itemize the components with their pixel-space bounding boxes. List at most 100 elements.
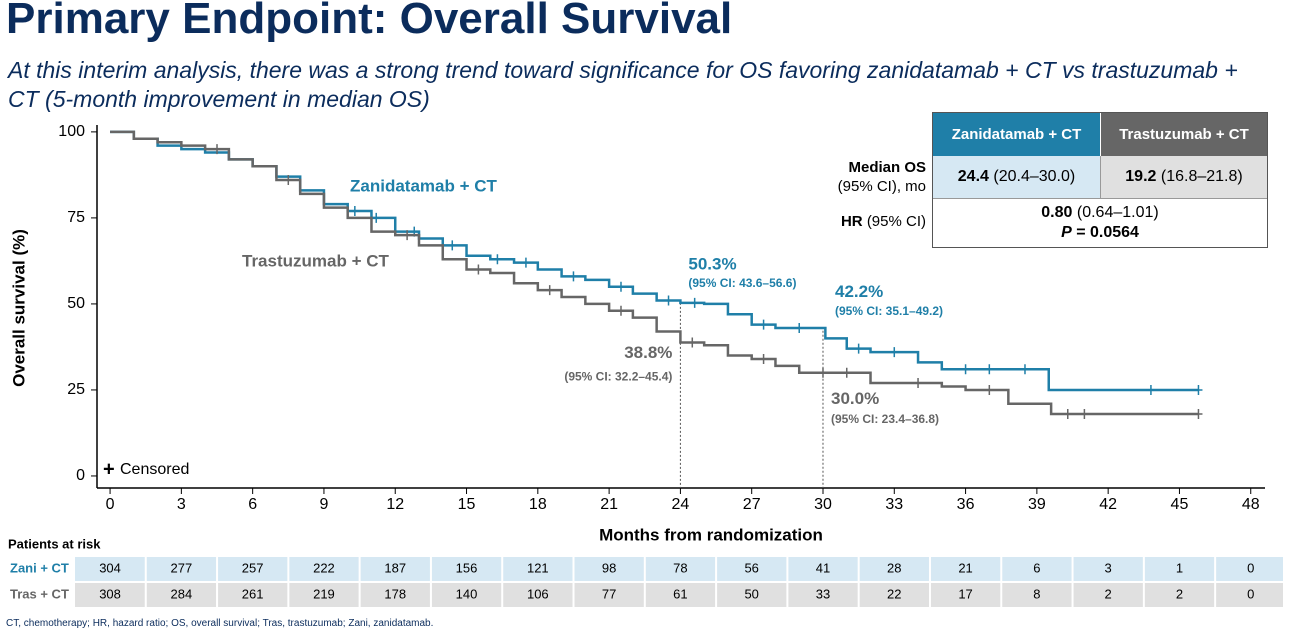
censor-mark: [474, 264, 483, 275]
censor-mark: [759, 353, 768, 364]
series-label: Trastuzumab + CT: [242, 251, 390, 270]
table-header: Zanidatamab + CT: [933, 113, 1101, 156]
risk-value: 140: [456, 586, 478, 601]
risk-value: 78: [673, 560, 687, 575]
risk-row-label: Tras + CT: [10, 586, 69, 601]
median-ci: (16.8–21.8): [1160, 168, 1243, 185]
y-tick-label: 50: [67, 295, 85, 312]
risk-row-bg: [75, 583, 1283, 607]
p-line: P = 0.0564: [1061, 223, 1139, 243]
censor-mark: [890, 347, 899, 358]
annotation-ci: (95% CI: 32.2–45.4): [564, 370, 672, 384]
risk-value: 304: [99, 560, 121, 575]
censor-mark: [961, 364, 970, 375]
risk-value: 77: [602, 586, 616, 601]
censor-mark: [403, 230, 412, 241]
x-tick-label: 21: [600, 496, 618, 513]
hr-line: 0.80 (0.64–1.01): [1041, 203, 1158, 223]
censor-mark: [914, 378, 923, 389]
title: Primary Endpoint: Overall Survival: [6, 0, 733, 43]
x-tick-label: 42: [1099, 496, 1117, 513]
censor-mark: [545, 285, 554, 296]
median-sub: (95% CI), mo: [837, 178, 926, 195]
hr-row-label: HR (95% CI): [841, 212, 926, 231]
censor-mark: [448, 240, 457, 251]
p-value: = 0.0564: [1076, 224, 1139, 241]
censor-mark: [284, 175, 293, 186]
censor-mark: [985, 384, 994, 395]
annotation-ci: (95% CI: 35.1–49.2): [835, 304, 943, 318]
risk-row-bg: [75, 557, 1283, 581]
censor-mark: [664, 295, 673, 306]
risk-value: 2: [1176, 586, 1183, 601]
x-tick-label: 6: [248, 496, 257, 513]
x-tick-label: 33: [885, 496, 903, 513]
censor-mark: [985, 364, 994, 375]
censor-mark: [1194, 384, 1203, 395]
annotation-ci: (95% CI: 23.4–36.8): [831, 412, 939, 426]
risk-value: 21: [958, 560, 972, 575]
risk-value: 121: [527, 560, 549, 575]
annotation-value: 50.3%: [688, 254, 736, 273]
risk-value: 257: [242, 560, 264, 575]
risk-value: 28: [887, 560, 901, 575]
median-cell: 19.2 (16.8–21.8): [1101, 156, 1267, 199]
censored-label: Censored: [120, 461, 189, 478]
x-tick-label: 39: [1028, 496, 1046, 513]
x-tick-label: 27: [743, 496, 761, 513]
hr-sub: (95% CI): [866, 213, 926, 230]
table-header: Trastuzumab + CT: [1101, 113, 1267, 156]
censor-mark: [759, 319, 768, 330]
x-tick-label: 18: [529, 496, 547, 513]
risk-value: 156: [456, 560, 478, 575]
hr-cell: 0.80 (0.64–1.01) P = 0.0564: [933, 199, 1267, 247]
risk-value: 0: [1247, 560, 1254, 575]
x-axis-label: Months from randomization: [599, 525, 823, 544]
censor-mark: [818, 367, 827, 378]
risk-row-label: Zani + CT: [10, 560, 69, 575]
censor-mark: [1146, 384, 1155, 395]
censor-mark: [569, 271, 578, 282]
censor-mark: [493, 254, 502, 265]
hr-label: HR: [840, 213, 863, 230]
annotation-value: 42.2%: [835, 282, 883, 301]
footnote: CT, chemotherapy; HR, hazard ratio; OS, …: [6, 618, 434, 629]
x-tick-label: 15: [458, 496, 476, 513]
series-label: Zanidatamab + CT: [350, 176, 498, 195]
y-axis-label: Overall survival (%): [9, 229, 28, 387]
x-tick-label: 45: [1171, 496, 1189, 513]
survival-curve: [110, 130, 1199, 416]
censor-mark: [795, 323, 804, 334]
censor-mark: [842, 367, 851, 378]
censor-mark: [372, 212, 381, 223]
censor-mark: [1080, 409, 1089, 420]
y-tick-label: 75: [67, 209, 85, 226]
subtitle: At this interim analysis, there was a st…: [8, 57, 1238, 112]
censor-mark: [213, 144, 222, 155]
risk-value: 187: [384, 560, 406, 575]
censor-mark: [690, 297, 699, 308]
x-tick-label: 30: [814, 496, 832, 513]
risk-value: 8: [1033, 586, 1040, 601]
x-tick-label: 0: [106, 496, 115, 513]
y-tick-label: 0: [76, 467, 85, 484]
risk-title: Patients at risk: [8, 536, 101, 551]
censor-mark: [1194, 409, 1203, 420]
median-ci: (20.4–30.0): [993, 168, 1076, 185]
median-value: 19.2: [1125, 168, 1157, 185]
x-tick-label: 24: [672, 496, 690, 513]
x-tick-label: 36: [957, 496, 975, 513]
risk-value: 41: [816, 560, 830, 575]
y-tick-label: 25: [67, 381, 85, 398]
x-tick-label: 12: [386, 496, 404, 513]
annotation-value: 30.0%: [831, 389, 879, 408]
risk-value: 6: [1033, 560, 1040, 575]
annotation-value: 38.8%: [624, 343, 672, 362]
censor-mark: [1020, 364, 1029, 375]
risk-value: 178: [384, 586, 406, 601]
censor-mark: [854, 343, 863, 354]
median-value: 24.4: [957, 168, 989, 185]
hr-value: 0.80: [1041, 204, 1073, 221]
median-label: Median OS: [848, 159, 926, 176]
